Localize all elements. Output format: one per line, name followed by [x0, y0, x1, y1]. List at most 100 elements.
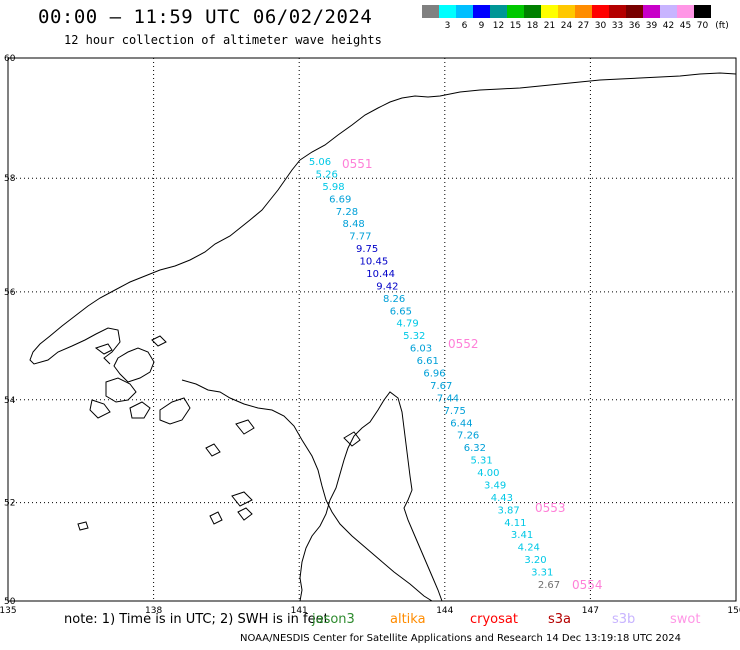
- lat-tick-label: 52: [4, 499, 15, 509]
- legend-swatch: [694, 5, 711, 18]
- satellite-cryosat: cryosat: [470, 612, 518, 627]
- swh-value: 7.67: [430, 381, 452, 392]
- satellite-s3b: s3b: [612, 612, 636, 627]
- legend-label: 18: [526, 21, 539, 31]
- legend-swatch: [592, 5, 609, 18]
- swh-value: 6.65: [390, 306, 412, 317]
- swh-value: 7.28: [336, 207, 358, 218]
- swh-value: 8.48: [343, 219, 365, 230]
- gridlines: [8, 58, 736, 601]
- swh-value: 7.26: [457, 431, 479, 442]
- legend-swatch: [422, 5, 439, 18]
- coastline: [29, 72, 737, 602]
- lon-tick-label: 135: [0, 606, 17, 616]
- swh-value: 10.45: [360, 257, 389, 268]
- swh-value: 4.00: [477, 468, 499, 479]
- swh-value: 7.77: [349, 232, 371, 243]
- swh-value: 3.20: [524, 555, 546, 566]
- legend-label: 30: [594, 21, 607, 31]
- legend-label: 42: [662, 21, 675, 31]
- swh-value: 6.03: [410, 344, 432, 355]
- lon-tick-label: 138: [145, 606, 162, 616]
- legend-swatch: [558, 5, 575, 18]
- swh-value: 8.26: [383, 294, 405, 305]
- legend-label: 21: [543, 21, 556, 31]
- legend-label: 9: [478, 21, 485, 31]
- swh-value: 3.49: [484, 480, 506, 491]
- legend-label: 45: [679, 21, 692, 31]
- swh-value: 7.75: [444, 406, 466, 417]
- longitude-labels: 135 138 141 144 147 150: [0, 606, 740, 616]
- pass-label: 0551: [342, 157, 373, 171]
- lat-tick-label: 54: [4, 396, 16, 406]
- lon-tick-label: 147: [582, 606, 599, 616]
- legend-swatch: [626, 5, 643, 18]
- legend-swatch: [609, 5, 626, 18]
- footer-credit: NOAA/NESDIS Center for Satellite Applica…: [240, 633, 682, 644]
- swh-value: 5.06: [309, 157, 331, 168]
- satellite-swot: swot: [670, 612, 701, 627]
- legend-swatch: [677, 5, 694, 18]
- legend-label: 27: [577, 21, 590, 31]
- swh-value: 4.79: [396, 319, 418, 330]
- swh-value: 3.31: [531, 568, 553, 579]
- legend-label: 39: [645, 21, 658, 31]
- page-title: 00:00 – 11:59 UTC 06/02/2024: [38, 6, 373, 28]
- lat-tick-label: 50: [4, 597, 16, 607]
- altimeter-track: 5.065.26 5.986.69 7.288.48 7.779.75 10.4510.…: [309, 157, 560, 591]
- swh-value: 6.96: [423, 369, 445, 380]
- pass-labels: 0551 0552 0553 0554: [342, 157, 603, 592]
- swh-value: 10.44: [366, 269, 395, 280]
- satellite-altika: altika: [390, 612, 426, 627]
- swh-value: 5.32: [403, 331, 425, 342]
- color-legend: 3 6 9 12 15 18 21 24 27 30 33 36 39 42 45 70 (ft): [422, 5, 733, 31]
- legend-swatch: [456, 5, 473, 18]
- legend-swatch: [660, 5, 677, 18]
- swh-value: 4.24: [518, 543, 540, 554]
- footer-note: note: 1) Time is in UTC; 2) SWH is in fe…: [64, 612, 329, 627]
- legend-swatch: [507, 5, 524, 18]
- legend-label: 3: [444, 21, 451, 31]
- swh-value: 4.11: [504, 518, 526, 529]
- swh-value: 4.43: [491, 493, 513, 504]
- lon-tick-label: 141: [291, 606, 308, 616]
- satellite-jason3: jason3: [312, 612, 355, 627]
- swh-value: 6.69: [329, 194, 351, 205]
- legend-swatch: [541, 5, 558, 18]
- pass-label: 0552: [448, 337, 479, 351]
- swh-value: 2.67: [538, 580, 560, 591]
- legend-label: 12: [492, 21, 505, 31]
- swh-value: 9.42: [376, 281, 398, 292]
- legend-label: 6: [461, 21, 468, 31]
- swh-value: 6.61: [417, 356, 439, 367]
- legend-swatches: [422, 5, 733, 18]
- lat-tick-label: 58: [4, 174, 16, 184]
- satellite-s3a: s3a: [548, 612, 572, 627]
- legend-swatch: [524, 5, 541, 18]
- legend-unit: (ft): [715, 21, 729, 31]
- legend-label: 24: [560, 21, 573, 31]
- legend-swatch: [473, 5, 490, 18]
- swh-value: 3.41: [511, 530, 533, 541]
- swh-value: 9.75: [356, 244, 378, 255]
- legend-label: 36: [628, 21, 641, 31]
- swh-value: 7.44: [437, 393, 459, 404]
- legend-swatch: [439, 5, 456, 18]
- legend-swatch: [575, 5, 592, 18]
- swh-value: 6.32: [464, 443, 486, 454]
- latitude-labels: 50 52 54 56 58 60: [4, 54, 16, 607]
- pass-label: 0554: [572, 578, 603, 592]
- swh-value: 5.26: [316, 169, 338, 180]
- map-frame: [7, 57, 737, 602]
- lat-tick-label: 60: [4, 54, 16, 64]
- lon-tick-label: 150: [727, 606, 740, 616]
- swh-value: 5.31: [471, 456, 493, 467]
- swh-value: 5.98: [322, 182, 344, 193]
- legend-swatch: [643, 5, 660, 18]
- page-subtitle: 12 hour collection of altimeter wave hei…: [64, 33, 382, 47]
- legend-label: 70: [696, 21, 709, 31]
- swh-value: 6.44: [450, 418, 472, 429]
- lat-tick-label: 56: [4, 288, 16, 298]
- swh-value: 3.87: [497, 505, 519, 516]
